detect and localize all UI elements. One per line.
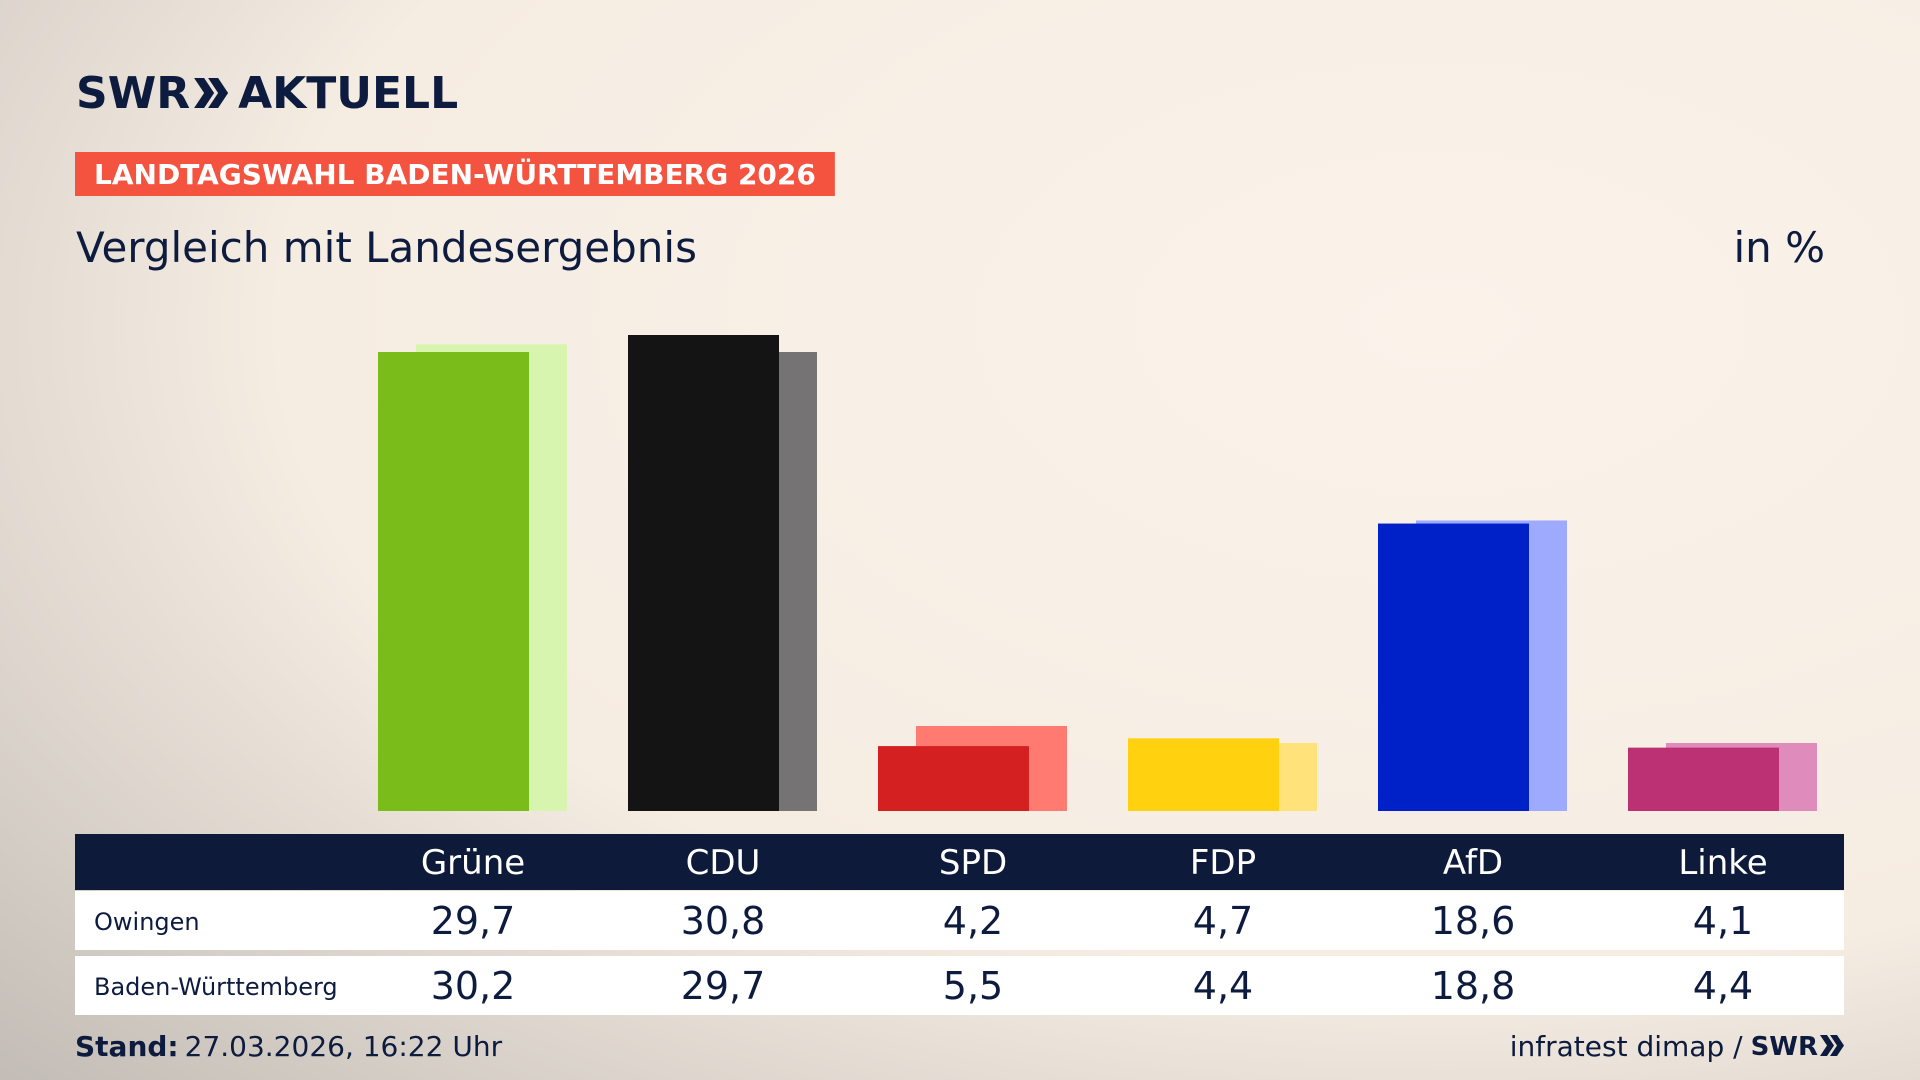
footer-source: infratest dimap / [1510,1030,1743,1063]
unit-label: in % [1733,223,1825,272]
bar [1628,747,1779,811]
table-row [75,956,1844,1015]
table: Grüne 29,7 30,2 CDU 30,8 29,7 SPD 4,2 5,5 FDP 4,7 4… [94,843,1768,1008]
column-header: SPD [939,843,1007,883]
value-label: 5,5 [943,964,1003,1008]
footer-chevrons [1820,1035,1844,1056]
stand-label: Stand: [75,1030,179,1063]
table-header [75,834,1844,890]
value-label: 4,4 [1193,964,1253,1008]
bar [378,352,529,811]
chart-title: Vergleich mit Landesergebnis [76,223,697,272]
footer-logo: SWR [1751,1032,1818,1062]
value-label: 4,1 [1693,899,1753,943]
value-label: 29,7 [431,899,516,943]
column-header: AfD [1443,843,1503,883]
value-label: 4,4 [1693,964,1753,1008]
value-label: 18,8 [1431,964,1516,1008]
row-label: Owingen [94,908,200,936]
value-label: 29,7 [681,964,766,1008]
value-label: 4,2 [943,899,1003,943]
logo-text: AKTUELL [238,68,458,119]
logo-chevrons [194,78,229,108]
logo-text: SWR [76,68,190,119]
value-label: 4,7 [1193,899,1253,943]
footer-stand: Stand: 27.03.2026, 16:22 Uhr [75,1030,503,1063]
bars [378,335,1817,811]
bar [1128,738,1279,811]
banner [75,152,835,196]
row-label: Baden-Württemberg [94,973,338,1001]
bar [878,746,1029,811]
stand-date: 27.03.2026, 16:22 Uhr [185,1030,503,1063]
value-label: 30,2 [431,964,516,1008]
bar [628,335,779,811]
column-header: FDP [1190,843,1256,883]
table-row [75,891,1844,950]
value-label: 18,6 [1431,899,1516,943]
bar [1378,523,1529,811]
banner-text: LANDTAGSWAHL BADEN-WÜRTTEMBERG 2026 [94,157,816,191]
column-header: Grüne [421,843,525,883]
column-header: Linke [1678,843,1767,883]
column-header: CDU [686,843,761,883]
value-label: 30,8 [681,899,766,943]
